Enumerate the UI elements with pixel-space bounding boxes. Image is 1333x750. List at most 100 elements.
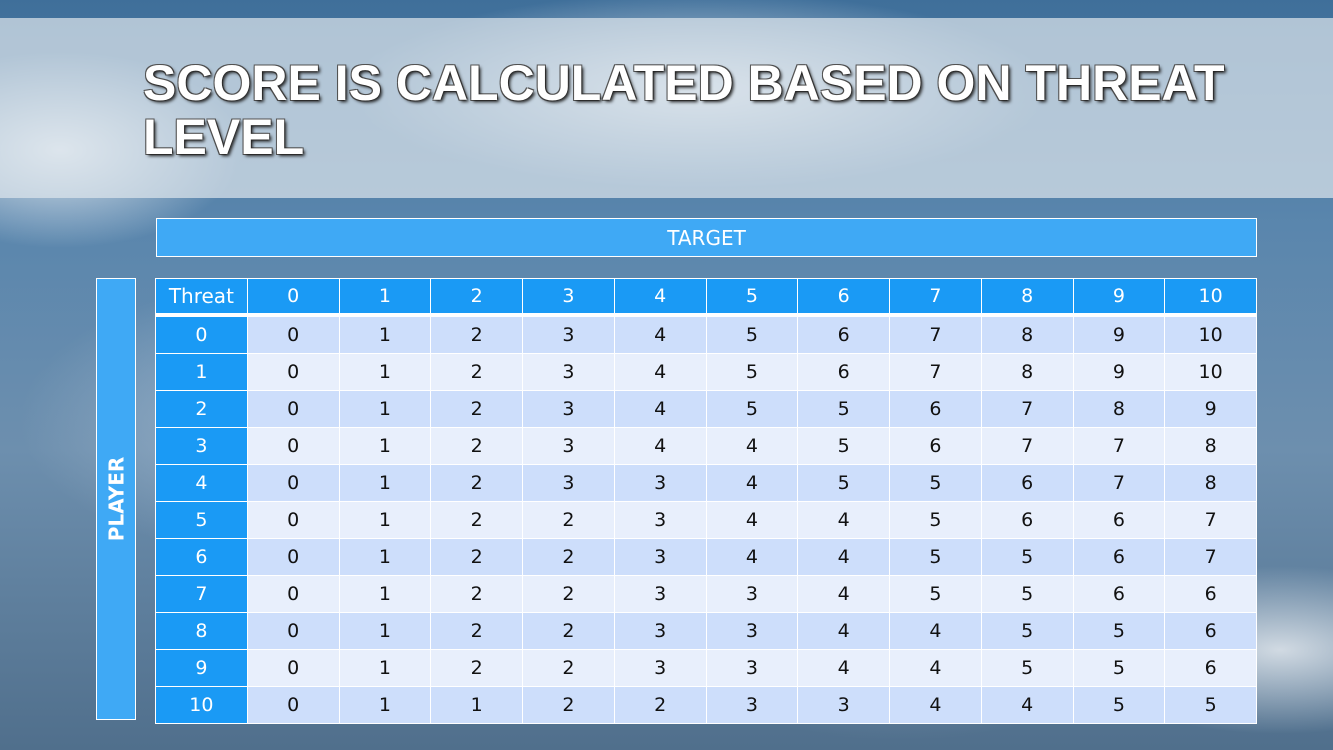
row-header: 4 xyxy=(155,464,248,502)
row-header: 3 xyxy=(155,427,248,465)
score-cell: 5 xyxy=(980,612,1074,650)
score-cell: 3 xyxy=(705,649,799,687)
table-row: 0 0 1 2 3 4 5 6 7 8 9 10 xyxy=(155,314,1257,354)
score-cell: 3 xyxy=(613,575,707,613)
score-cell: 9 xyxy=(1072,353,1166,391)
score-cell: 7 xyxy=(889,314,982,354)
score-cell: 1 xyxy=(338,353,432,391)
score-cell: 2 xyxy=(430,501,523,539)
score-cell: 8 xyxy=(1164,427,1257,465)
score-cell: 4 xyxy=(613,353,707,391)
score-cell: 2 xyxy=(522,686,615,724)
score-cell: 7 xyxy=(1164,538,1257,576)
score-cell: 5 xyxy=(1164,686,1257,724)
score-cell: 0 xyxy=(246,314,340,354)
row-header: 1 xyxy=(155,353,248,391)
score-cell: 3 xyxy=(797,686,890,724)
score-cell: 7 xyxy=(980,390,1074,428)
score-cell: 0 xyxy=(246,353,340,391)
score-cell: 4 xyxy=(980,686,1074,724)
score-cell: 5 xyxy=(705,314,799,354)
score-cell: 6 xyxy=(980,464,1074,502)
score-cell: 3 xyxy=(705,612,799,650)
player-header: PLAYER xyxy=(96,278,136,720)
row-header: 5 xyxy=(155,501,248,539)
score-cell: 1 xyxy=(430,686,523,724)
score-cell: 3 xyxy=(613,464,707,502)
score-cell: 8 xyxy=(980,353,1074,391)
score-cell: 2 xyxy=(430,649,523,687)
score-cell: 2 xyxy=(522,575,615,613)
score-cell: 5 xyxy=(797,464,890,502)
score-cell: 1 xyxy=(338,501,432,539)
score-cell: 3 xyxy=(705,575,799,613)
score-cell: 4 xyxy=(797,575,890,613)
score-cell: 3 xyxy=(522,353,615,391)
score-cell: 5 xyxy=(705,390,799,428)
score-cell: 7 xyxy=(1072,464,1166,502)
score-cell: 4 xyxy=(613,390,707,428)
score-cell: 2 xyxy=(430,314,523,354)
score-cell: 1 xyxy=(338,464,432,502)
table-row: 10 0 1 1 2 2 3 3 4 4 5 5 xyxy=(155,686,1257,724)
score-cell: 8 xyxy=(1164,464,1257,502)
column-header: 8 xyxy=(980,278,1074,317)
score-cell: 1 xyxy=(338,686,432,724)
score-cell: 6 xyxy=(1072,501,1166,539)
score-cell: 3 xyxy=(613,501,707,539)
score-cell: 6 xyxy=(1164,612,1257,650)
score-cell: 2 xyxy=(522,538,615,576)
score-cell: 5 xyxy=(889,501,982,539)
score-cell: 9 xyxy=(1164,390,1257,428)
score-cell: 3 xyxy=(613,612,707,650)
score-cell: 8 xyxy=(1072,390,1166,428)
score-cell: 6 xyxy=(797,314,890,354)
score-table: Threat 0 1 2 3 4 5 6 7 8 9 10 0 0 1 2 3 4 5 6 7 8 9 10 1 0 1 2 3 4 5… xyxy=(155,278,1257,724)
score-cell: 4 xyxy=(797,649,890,687)
score-cell: 6 xyxy=(1164,649,1257,687)
score-cell: 5 xyxy=(980,649,1074,687)
score-cell: 4 xyxy=(705,538,799,576)
score-cell: 4 xyxy=(705,427,799,465)
score-cell: 0 xyxy=(246,612,340,650)
score-cell: 7 xyxy=(980,427,1074,465)
score-cell: 5 xyxy=(889,464,982,502)
score-cell: 4 xyxy=(613,314,707,354)
score-cell: 6 xyxy=(980,501,1074,539)
score-cell: 2 xyxy=(522,501,615,539)
score-cell: 5 xyxy=(980,575,1074,613)
score-cell: 5 xyxy=(1072,686,1166,724)
score-cell: 3 xyxy=(613,538,707,576)
score-cell: 3 xyxy=(613,649,707,687)
score-cell: 2 xyxy=(430,464,523,502)
column-header: 4 xyxy=(613,278,707,317)
score-cell: 5 xyxy=(797,390,890,428)
score-cell: 5 xyxy=(797,427,890,465)
score-cell: 1 xyxy=(338,427,432,465)
score-cell: 1 xyxy=(338,575,432,613)
score-cell: 9 xyxy=(1072,314,1166,354)
score-cell: 4 xyxy=(797,501,890,539)
score-cell: 2 xyxy=(522,649,615,687)
score-cell: 5 xyxy=(705,353,799,391)
row-header: 7 xyxy=(155,575,248,613)
score-cell: 4 xyxy=(705,501,799,539)
score-cell: 4 xyxy=(797,612,890,650)
score-cell: 4 xyxy=(889,686,982,724)
target-label: TARGET xyxy=(667,225,746,250)
row-header: 10 xyxy=(155,686,248,724)
score-cell: 2 xyxy=(430,575,523,613)
score-cell: 4 xyxy=(613,427,707,465)
score-cell: 3 xyxy=(522,464,615,502)
score-cell: 2 xyxy=(430,612,523,650)
title-band xyxy=(0,18,1333,198)
column-header: 7 xyxy=(889,278,982,317)
score-cell: 3 xyxy=(705,686,799,724)
score-cell: 7 xyxy=(889,353,982,391)
column-header: 9 xyxy=(1072,278,1166,317)
